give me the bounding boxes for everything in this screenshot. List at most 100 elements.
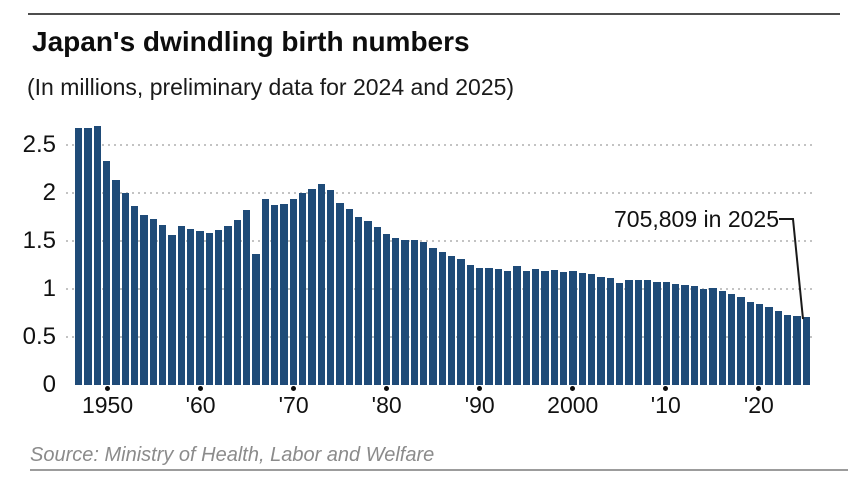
bar-1966: [252, 254, 260, 385]
bar-2011: [672, 284, 680, 385]
chart-title: Japan's dwindling birth numbers: [32, 26, 470, 57]
bar-1972: [308, 189, 316, 385]
bar-1961: [205, 232, 213, 385]
x-tick-dot-2010: [663, 386, 669, 391]
y-tick-label-2.5: 2.5: [22, 131, 56, 158]
bar-2016: [718, 291, 726, 385]
bar-2012: [681, 285, 689, 385]
bar-2022: [774, 311, 782, 385]
bar-1957: [168, 234, 176, 385]
bar-1993: [504, 271, 512, 385]
bar-1953: [130, 205, 139, 385]
bar-1959: [186, 228, 195, 385]
bar-1958: [177, 226, 185, 385]
bar-2002: [588, 274, 596, 385]
x-tick-dot-1970: [291, 386, 297, 391]
bar-1987: [448, 255, 456, 385]
bar-2003: [597, 277, 605, 385]
chart-subtitle: (In millions, preliminary data for 2024 …: [27, 74, 515, 100]
bar-1950: [102, 160, 111, 385]
bar-1999: [560, 271, 568, 385]
bar-1948: [84, 127, 92, 385]
y-tick-label-2: 2: [42, 179, 56, 206]
bar-1989: [466, 265, 475, 385]
y-tick-label-1.5: 1.5: [22, 227, 56, 254]
bar-2008: [644, 280, 652, 385]
bar-2005: [616, 283, 624, 385]
y-tick-label-0: 0: [42, 371, 56, 398]
bar-1986: [438, 252, 447, 385]
bar-1947: [75, 127, 83, 385]
bar-1974: [326, 190, 335, 385]
x-tick-dot-1990: [477, 386, 483, 391]
bar-1992: [494, 268, 503, 385]
bar-2007: [634, 280, 643, 385]
bar-1954: [140, 215, 148, 385]
annotation-label: 705,809 in 2025: [614, 206, 779, 232]
gridline-2.5: [66, 144, 814, 146]
bar-2013: [690, 286, 698, 385]
x-tick-label-2000: 2000: [547, 392, 599, 418]
bar-1981: [392, 238, 400, 385]
bar-2009: [653, 282, 661, 385]
bar-2021: [765, 307, 773, 385]
bar-1980: [382, 233, 391, 385]
bottom-divider: [30, 469, 848, 471]
bar-1985: [429, 247, 437, 385]
bar-1983: [410, 240, 419, 385]
x-tick-dot-1950: [105, 386, 111, 391]
bar-1971: [298, 192, 307, 385]
bars-container: [75, 121, 810, 385]
bar-2024: [793, 315, 801, 385]
bar-2019: [746, 302, 754, 385]
bar-1982: [401, 239, 409, 385]
bar-1994: [513, 266, 521, 385]
bar-2006: [625, 280, 633, 385]
bar-1970: [289, 199, 297, 385]
y-tick-label-1: 1: [42, 275, 56, 302]
bar-2023: [783, 315, 792, 385]
x-tick-label-2010: '10: [650, 392, 681, 418]
bar-2020: [755, 304, 764, 385]
x-tick-label-1960: '60: [185, 392, 216, 418]
bar-1973: [317, 184, 325, 385]
bar-1949: [93, 126, 101, 385]
bar-1990: [476, 267, 484, 385]
bar-1964: [233, 220, 241, 385]
top-divider: [28, 13, 840, 15]
bar-2010: [662, 282, 670, 385]
bar-1997: [541, 270, 549, 385]
x-tick-label-1950: 1950: [81, 392, 134, 418]
bar-1960: [196, 230, 204, 385]
bar-1952: [121, 192, 129, 385]
bar-2017: [727, 294, 736, 385]
bar-1976: [345, 209, 353, 385]
x-tick-dot-2000: [570, 386, 576, 391]
bar-2015: [709, 288, 717, 385]
bar-1995: [522, 271, 531, 385]
y-tick-label-0.5: 0.5: [22, 323, 56, 350]
bar-1988: [457, 258, 465, 385]
bar-1978: [364, 220, 372, 385]
bar-2014: [699, 288, 708, 385]
x-tick-label-1980: '80: [371, 392, 402, 418]
bar-1998: [550, 269, 559, 385]
bar-1963: [224, 225, 232, 385]
x-tick-dot-2020: [756, 386, 762, 391]
bar-1965: [242, 209, 251, 385]
bar-1975: [336, 202, 344, 385]
gridline-2: [66, 192, 814, 194]
bar-2025: [802, 317, 810, 385]
bar-1969: [280, 203, 288, 385]
bar-1955: [149, 218, 157, 385]
annotation-leader-line: [779, 218, 804, 320]
bar-1979: [373, 227, 381, 385]
x-tick-dot-1980: [384, 386, 390, 391]
bar-2001: [578, 272, 587, 385]
bar-1996: [532, 269, 540, 385]
x-tick-dot-1960: [198, 386, 204, 391]
bar-2018: [737, 296, 745, 385]
bar-1968: [270, 205, 279, 385]
